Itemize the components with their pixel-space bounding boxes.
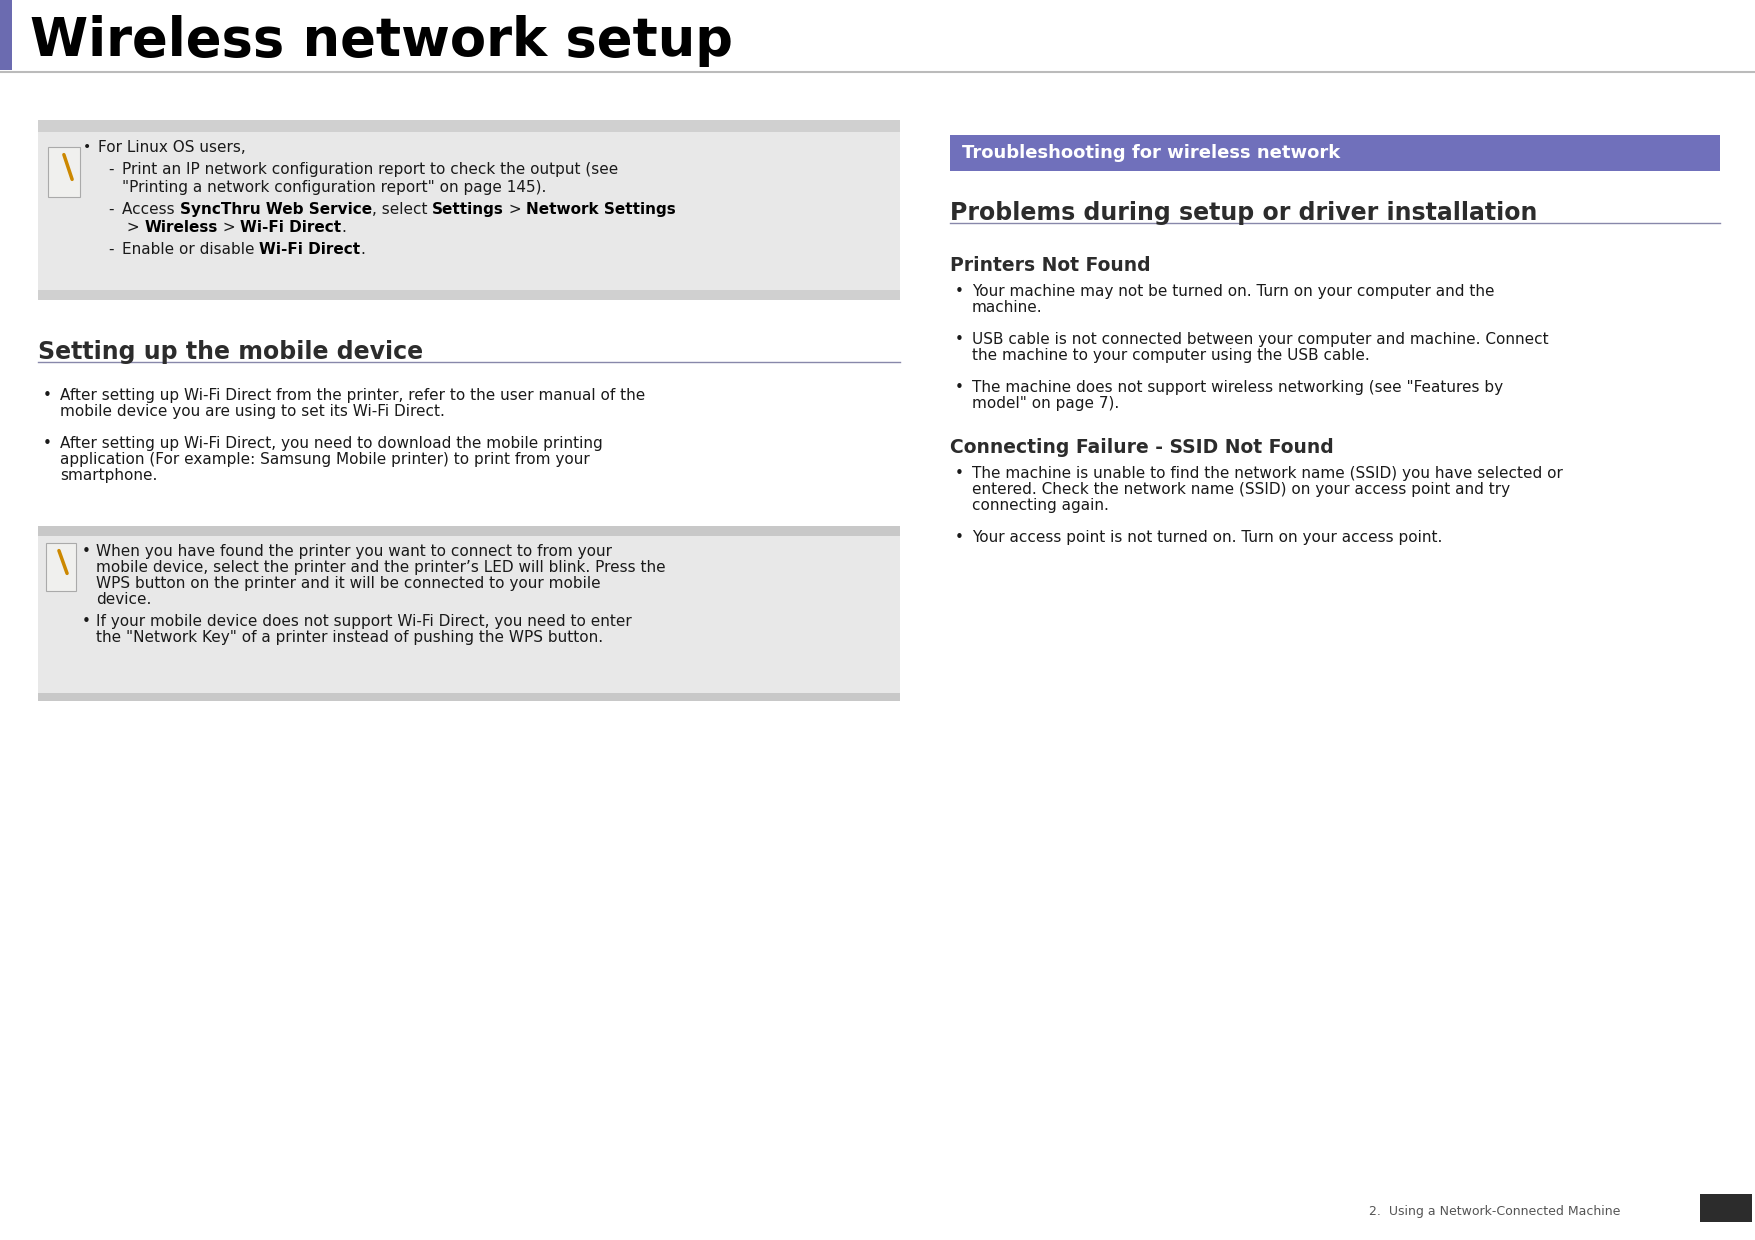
Text: USB cable is not connected between your computer and machine. Connect: USB cable is not connected between your …: [972, 332, 1548, 347]
Text: Problems during setup or driver installation: Problems during setup or driver installa…: [949, 201, 1537, 224]
Text: 2.  Using a Network-Connected Machine: 2. Using a Network-Connected Machine: [1369, 1205, 1620, 1218]
Text: connecting again.: connecting again.: [972, 498, 1109, 513]
Text: •: •: [82, 544, 91, 559]
Text: Wireless: Wireless: [144, 219, 218, 236]
Text: , select: , select: [372, 202, 432, 217]
Bar: [47, 148, 81, 197]
Text: When you have found the printer you want to connect to from your: When you have found the printer you want…: [97, 544, 612, 559]
Text: smartphone.: smartphone.: [60, 467, 158, 484]
Text: -: -: [109, 202, 114, 217]
Text: device.: device.: [97, 591, 151, 608]
Text: Wi-Fi Direct: Wi-Fi Direct: [260, 242, 360, 257]
Text: Troubleshooting for wireless network: Troubleshooting for wireless network: [962, 144, 1341, 162]
Bar: [0, 0, 12, 69]
Text: mobile device you are using to set its Wi-Fi Direct.: mobile device you are using to set its W…: [60, 404, 444, 419]
Text: The machine is unable to find the network name (SSID) you have selected or: The machine is unable to find the networ…: [972, 466, 1564, 481]
Text: -: -: [109, 242, 114, 257]
Text: Wireless network setup: Wireless network setup: [30, 15, 734, 67]
Text: model" on page 7).: model" on page 7).: [972, 396, 1120, 410]
Text: -: -: [109, 162, 114, 177]
Text: application (For example: Samsung Mobile printer) to print from your: application (For example: Samsung Mobile…: [60, 453, 590, 467]
Text: For Linux OS users,: For Linux OS users,: [98, 140, 246, 155]
Text: •: •: [44, 436, 53, 451]
Text: If your mobile device does not support Wi-Fi Direct, you need to enter: If your mobile device does not support W…: [97, 614, 632, 629]
FancyBboxPatch shape: [39, 526, 900, 701]
Text: Wi-Fi Direct: Wi-Fi Direct: [240, 219, 342, 236]
Text: Enable or disable: Enable or disable: [123, 242, 260, 257]
Text: Printers Not Found: Printers Not Found: [949, 255, 1151, 275]
Text: The machine does not support wireless networking (see "Features by: The machine does not support wireless ne…: [972, 379, 1502, 396]
Text: Network Settings: Network Settings: [526, 202, 676, 217]
Text: >: >: [504, 202, 526, 217]
Text: •: •: [82, 614, 91, 629]
Bar: [46, 543, 75, 591]
Text: >: >: [123, 219, 144, 236]
Text: Your access point is not turned on. Turn on your access point.: Your access point is not turned on. Turn…: [972, 529, 1443, 546]
Text: After setting up Wi-Fi Direct, you need to download the mobile printing: After setting up Wi-Fi Direct, you need …: [60, 436, 602, 451]
Bar: [949, 135, 1720, 171]
Text: >: >: [218, 219, 240, 236]
Text: Access: Access: [123, 202, 179, 217]
Text: machine.: machine.: [972, 300, 1042, 315]
Text: .: .: [342, 219, 346, 236]
Text: the machine to your computer using the USB cable.: the machine to your computer using the U…: [972, 348, 1369, 363]
Text: •: •: [955, 284, 963, 299]
Text: "Printing a network configuration report" on page 145).: "Printing a network configuration report…: [123, 180, 546, 195]
Text: Print an IP network configuration report to check the output (see: Print an IP network configuration report…: [123, 162, 618, 177]
Text: SyncThru Web Service: SyncThru Web Service: [179, 202, 372, 217]
Bar: [39, 290, 900, 300]
Text: •: •: [955, 529, 963, 546]
Text: the "Network Key" of a printer instead of pushing the WPS button.: the "Network Key" of a printer instead o…: [97, 630, 604, 645]
Text: Settings: Settings: [432, 202, 504, 217]
Text: •: •: [955, 379, 963, 396]
Bar: [39, 120, 900, 131]
FancyBboxPatch shape: [39, 120, 900, 300]
Text: •: •: [82, 140, 91, 154]
Bar: [39, 526, 900, 536]
Text: 187: 187: [1709, 1200, 1743, 1215]
Text: •: •: [955, 332, 963, 347]
Text: .: .: [360, 242, 365, 257]
Text: Connecting Failure - SSID Not Found: Connecting Failure - SSID Not Found: [949, 438, 1334, 458]
Text: entered. Check the network name (SSID) on your access point and try: entered. Check the network name (SSID) o…: [972, 482, 1509, 497]
Text: •: •: [955, 466, 963, 481]
Text: mobile device, select the printer and the printer’s LED will blink. Press the: mobile device, select the printer and th…: [97, 560, 665, 575]
Text: Your machine may not be turned on. Turn on your computer and the: Your machine may not be turned on. Turn …: [972, 284, 1495, 299]
Text: WPS button on the printer and it will be connected to your mobile: WPS button on the printer and it will be…: [97, 577, 600, 591]
Text: Setting up the mobile device: Setting up the mobile device: [39, 340, 423, 365]
Bar: [39, 693, 900, 701]
Text: After setting up Wi-Fi Direct from the printer, refer to the user manual of the: After setting up Wi-Fi Direct from the p…: [60, 388, 646, 403]
Bar: [1701, 1194, 1751, 1221]
Text: •: •: [44, 388, 53, 403]
